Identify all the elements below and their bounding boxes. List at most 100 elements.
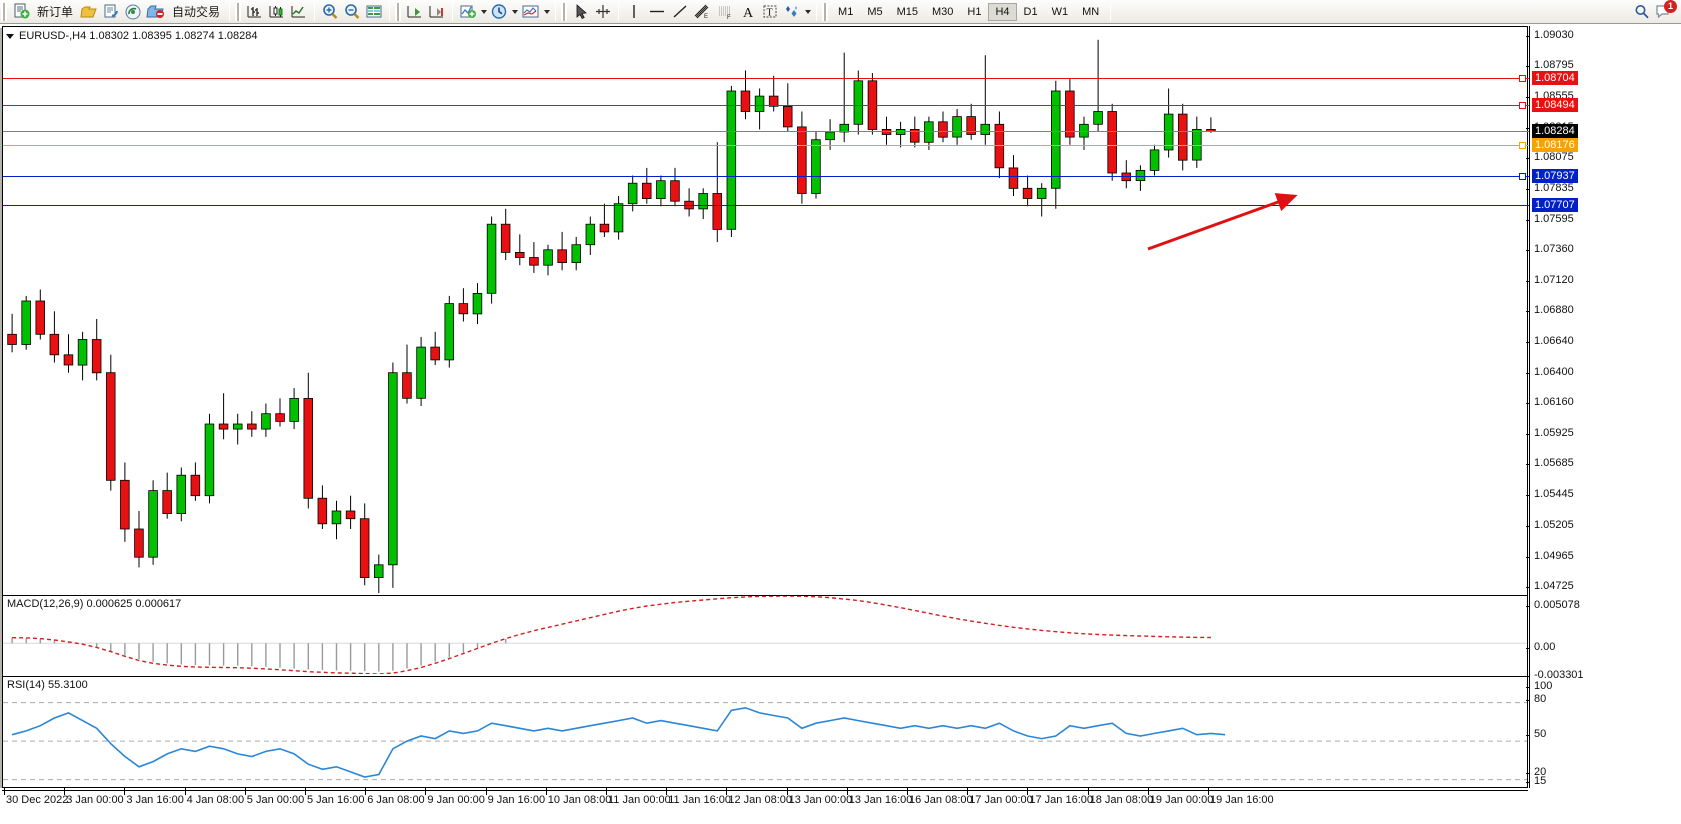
- toolbar-grip-2[interactable]: [235, 2, 242, 21]
- main-toolbar: 新订单 自动交易: [0, 0, 1681, 24]
- chart-area[interactable]: EURUSD-,H4 1.08302 1.08395 1.08274 1.082…: [0, 24, 1681, 824]
- periodicity-dropdown-arrow[interactable]: [510, 1, 519, 23]
- support-line-1-tag[interactable]: 1.07937: [1532, 168, 1578, 183]
- vertical-line-icon[interactable]: [623, 1, 645, 23]
- time-label: 5 Jan 16:00: [307, 794, 365, 806]
- time-label: 13 Jan 00:00: [788, 794, 853, 806]
- price-tick: 1.05445: [1526, 488, 1574, 500]
- price-tick: 1.08075: [1526, 151, 1574, 163]
- price-tick: 1.07120: [1526, 274, 1574, 286]
- toolbar-grip[interactable]: [1, 2, 7, 21]
- timeframe-m1[interactable]: M1: [838, 5, 854, 18]
- shapes-icon[interactable]: [781, 1, 803, 23]
- timeframe-d1[interactable]: D1: [1023, 5, 1038, 18]
- bar-chart-icon[interactable]: [244, 1, 266, 23]
- chart-shift-icon[interactable]: [404, 1, 426, 23]
- time-separator: [425, 787, 427, 795]
- zoom-in-icon[interactable]: [319, 1, 341, 23]
- price-tick: 1.07595: [1526, 213, 1574, 225]
- price-axis[interactable]: 1.090301.087951.085551.083151.080751.078…: [1525, 26, 1679, 788]
- resistance-line-2-tag[interactable]: 1.08494: [1532, 97, 1578, 112]
- crosshair-icon[interactable]: [592, 1, 614, 23]
- rsi-tick: 15: [1525, 775, 1546, 787]
- candlestick-plot: [7, 39, 1216, 593]
- time-separator: [606, 787, 607, 795]
- new-order-icon[interactable]: [10, 1, 32, 23]
- timeframe-h4[interactable]: H4: [988, 2, 1017, 21]
- candlestick-chart-icon[interactable]: [266, 1, 288, 23]
- new-order-label[interactable]: 新订单: [37, 5, 74, 19]
- price-tick: 1.06160: [1526, 396, 1574, 408]
- chart-menu-caret-icon[interactable]: [6, 33, 14, 39]
- text-label-icon[interactable]: T: [759, 1, 781, 23]
- time-separator: [124, 787, 126, 795]
- signals-icon[interactable]: [122, 1, 144, 23]
- time-separator: [184, 787, 186, 795]
- text-icon[interactable]: A: [737, 1, 759, 23]
- macd-tick: -0.003301: [1526, 669, 1584, 681]
- toolbar-grip-3[interactable]: [395, 2, 402, 21]
- zoom-out-icon[interactable]: [341, 1, 363, 23]
- timeframe-m5[interactable]: M5: [867, 5, 883, 18]
- horizontal-line-icon[interactable]: [645, 1, 669, 23]
- templates-dropdown-arrow[interactable]: [542, 1, 551, 23]
- timeframe-h1[interactable]: H1: [967, 5, 982, 18]
- equidistant-channel-icon[interactable]: E: [691, 1, 714, 23]
- rsi-plot: [3, 702, 1527, 781]
- toolbar-separator-5: [555, 2, 557, 21]
- toolbar-separator: [229, 2, 231, 21]
- auto-scroll-icon[interactable]: [426, 1, 448, 23]
- notification-icon[interactable]: 1: [1653, 0, 1677, 23]
- time-label: 9 Jan 16:00: [487, 794, 546, 806]
- toolbar-separator-2: [314, 2, 316, 21]
- macd-plot: [3, 596, 1527, 674]
- auto-trading-label[interactable]: 自动交易: [172, 5, 221, 19]
- rsi-pane[interactable]: RSI(14) 55.3100: [3, 676, 1527, 786]
- line-chart-icon[interactable]: [288, 1, 310, 23]
- macd-pane[interactable]: MACD(12,26,9) 0.000625 0.000617: [3, 595, 1527, 674]
- time-separator: [1087, 787, 1089, 795]
- templates-icon[interactable]: [519, 1, 542, 23]
- time-separator: [846, 787, 848, 795]
- chart-grip[interactable]: [0, 26, 3, 788]
- pivot-line-tag[interactable]: 1.08176: [1532, 138, 1578, 153]
- indicators-dropdown-arrow[interactable]: [479, 1, 488, 23]
- chart-title-ohlc: EURUSD-,H4 1.08302 1.08395 1.08274 1.082…: [19, 30, 258, 42]
- expert-advisor-icon[interactable]: [144, 1, 167, 23]
- cursor-icon[interactable]: [570, 1, 592, 23]
- timeframe-m30[interactable]: M30: [932, 5, 954, 18]
- toolbar-grip-4[interactable]: [561, 2, 568, 21]
- time-separator: [4, 787, 5, 795]
- price-pane[interactable]: [3, 27, 1527, 593]
- time-separator: [967, 787, 969, 795]
- time-separator: [244, 787, 246, 795]
- indicators-icon[interactable]: [457, 1, 479, 23]
- svg-text:A: A: [743, 6, 754, 20]
- support-line-2-tag[interactable]: 1.07707: [1532, 198, 1578, 213]
- toolbar-separator-8: [1110, 2, 1112, 21]
- time-separator: [64, 787, 66, 795]
- fibonacci-icon[interactable]: F: [714, 1, 737, 23]
- rsi-tick: 20: [1525, 766, 1546, 778]
- data-window-icon[interactable]: [363, 1, 385, 23]
- periodicity-icon[interactable]: [488, 1, 510, 23]
- publish-icon[interactable]: [100, 1, 122, 23]
- toolbar-grip-5[interactable]: [822, 2, 829, 21]
- time-separator: [305, 787, 306, 795]
- shapes-dropdown-arrow[interactable]: [803, 1, 812, 23]
- trendline-icon[interactable]: [669, 1, 691, 23]
- time-label: 10 Jan 08:00: [547, 794, 612, 806]
- price-tick: 1.06880: [1526, 304, 1574, 316]
- search-icon[interactable]: [1631, 1, 1653, 23]
- timeframe-mn[interactable]: MN: [1082, 5, 1100, 18]
- timeframe-w1[interactable]: W1: [1051, 5, 1069, 18]
- resistance-line-1-tag[interactable]: 1.08704: [1532, 70, 1578, 85]
- current-price-tag-tag[interactable]: 1.08284: [1532, 124, 1578, 139]
- time-axis: 30 Dec 2022 3 Jan 00:00 3 Jan 16:00 4 Jan 0…: [2, 787, 1528, 810]
- macd-label: MACD(12,26,9) 0.000625 0.000617: [7, 598, 182, 610]
- folder-icon[interactable]: [78, 1, 100, 23]
- svg-text:F: F: [727, 15, 731, 20]
- time-separator: [1147, 787, 1149, 795]
- price-tick: 1.07360: [1526, 243, 1574, 255]
- timeframe-m15[interactable]: M15: [896, 5, 918, 18]
